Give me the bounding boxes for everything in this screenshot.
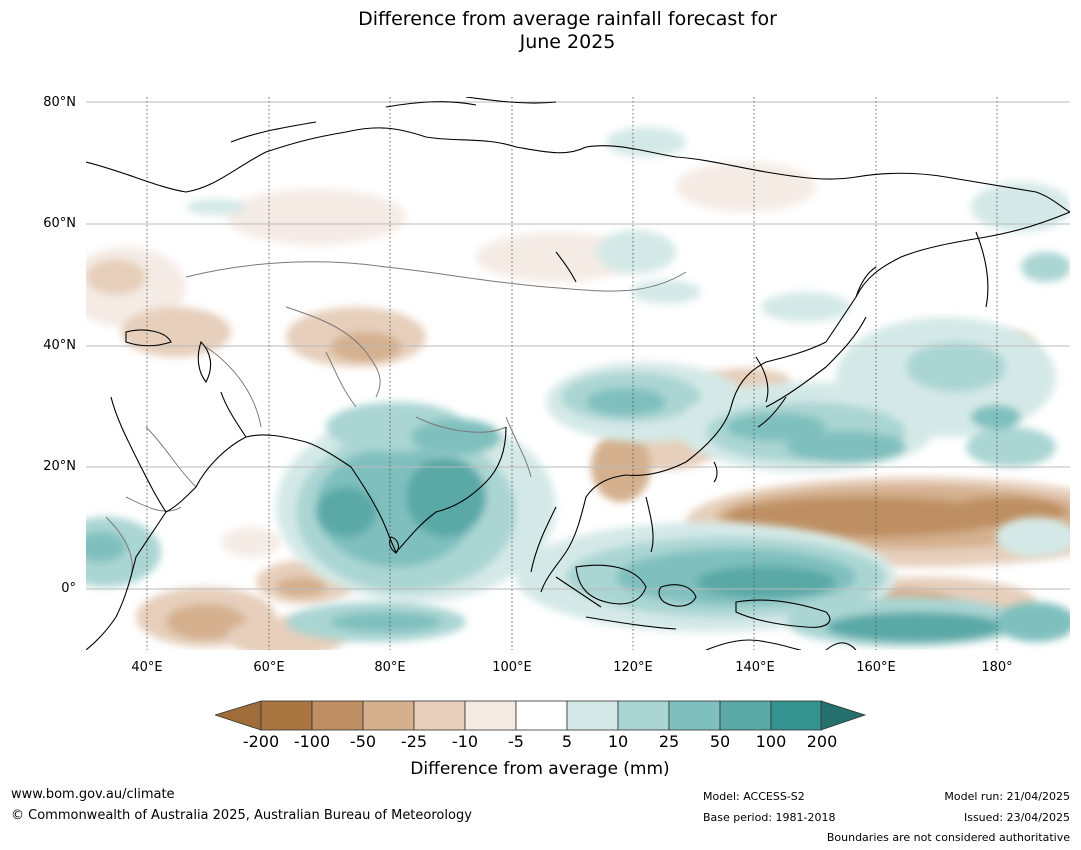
lon-label-40e: 40°E [131,660,163,675]
colorbar-tick-label: -200 [242,732,280,751]
colorbar-tick-label: -100 [293,732,331,751]
coastlines [86,97,1070,650]
lat-label-20n: 20°N [43,459,76,474]
colorbar-tick-label: -25 [400,732,428,751]
colorbar-tick-label: 200 [806,732,838,751]
lon-label-180: 180° [981,660,1013,675]
meridians [146,97,998,650]
lon-label-120e: 120°E [613,660,653,675]
colorbar-tick-label: 5 [561,732,573,751]
title-line-2: June 2025 [519,31,616,53]
colorbar-cell [464,700,517,731]
colorbar-cell [668,700,721,731]
lon-label-160e: 160°E [856,660,896,675]
colorbar-tick-label: 10 [607,732,629,751]
colorbar-tick-label: -10 [451,732,479,751]
colorbar-tick-label: 50 [709,732,731,751]
colorbar-cell [515,700,568,731]
country-borders [105,261,687,578]
rainfall-anomaly-map [86,97,1070,650]
lon-label-100e: 100°E [492,660,532,675]
lat-label-60n: 60°N [43,216,76,231]
lat-label-40n: 40°N [43,338,76,353]
footer-boundaries: Boundaries are not considered authoritat… [826,831,1070,844]
colorbar-tick-label: 25 [658,732,680,751]
colorbar-tick-label: -50 [349,732,377,751]
footer-issued: Issued: 23/04/2025 [963,811,1070,824]
lon-label-80e: 80°E [374,660,406,675]
colorbar-cells [260,700,823,731]
footer-copyright: © Commonwealth of Australia 2025, Austra… [11,808,472,823]
graticule [86,101,1070,590]
map-title: Difference from average rainfall forecas… [0,8,1081,54]
lon-label-60e: 60°E [253,660,285,675]
colorbar-tick-label: 100 [755,732,787,751]
colorbar-cell [362,700,415,731]
colorbar-extend-right [820,700,867,731]
lat-label-0: 0° [61,581,76,596]
map-canvas [86,97,1070,650]
colorbar-cell [566,700,619,731]
colorbar [215,700,867,731]
title-line-1: Difference from average rainfall forecas… [358,8,777,30]
footer-base-period: Base period: 1981-2018 [703,811,836,824]
colorbar-cell [311,700,364,731]
colorbar-extend-left [215,700,262,731]
colorbar-cell [413,700,466,731]
footer-url: www.bom.gov.au/climate [11,787,175,802]
colorbar-title: Difference from average (mm) [410,759,670,779]
colorbar-cell [770,700,823,731]
colorbar-cell [617,700,670,731]
colorbar-tick-label: -5 [508,732,524,751]
footer-model: Model: ACCESS-S2 [703,790,805,803]
lat-label-80n: 80°N [43,95,76,110]
footer-model-run: Model run: 21/04/2025 [944,790,1070,803]
colorbar-cell [719,700,772,731]
colorbar-cell [260,700,313,731]
lon-label-140e: 140°E [735,660,775,675]
wet-anomaly-layer [86,127,1070,647]
